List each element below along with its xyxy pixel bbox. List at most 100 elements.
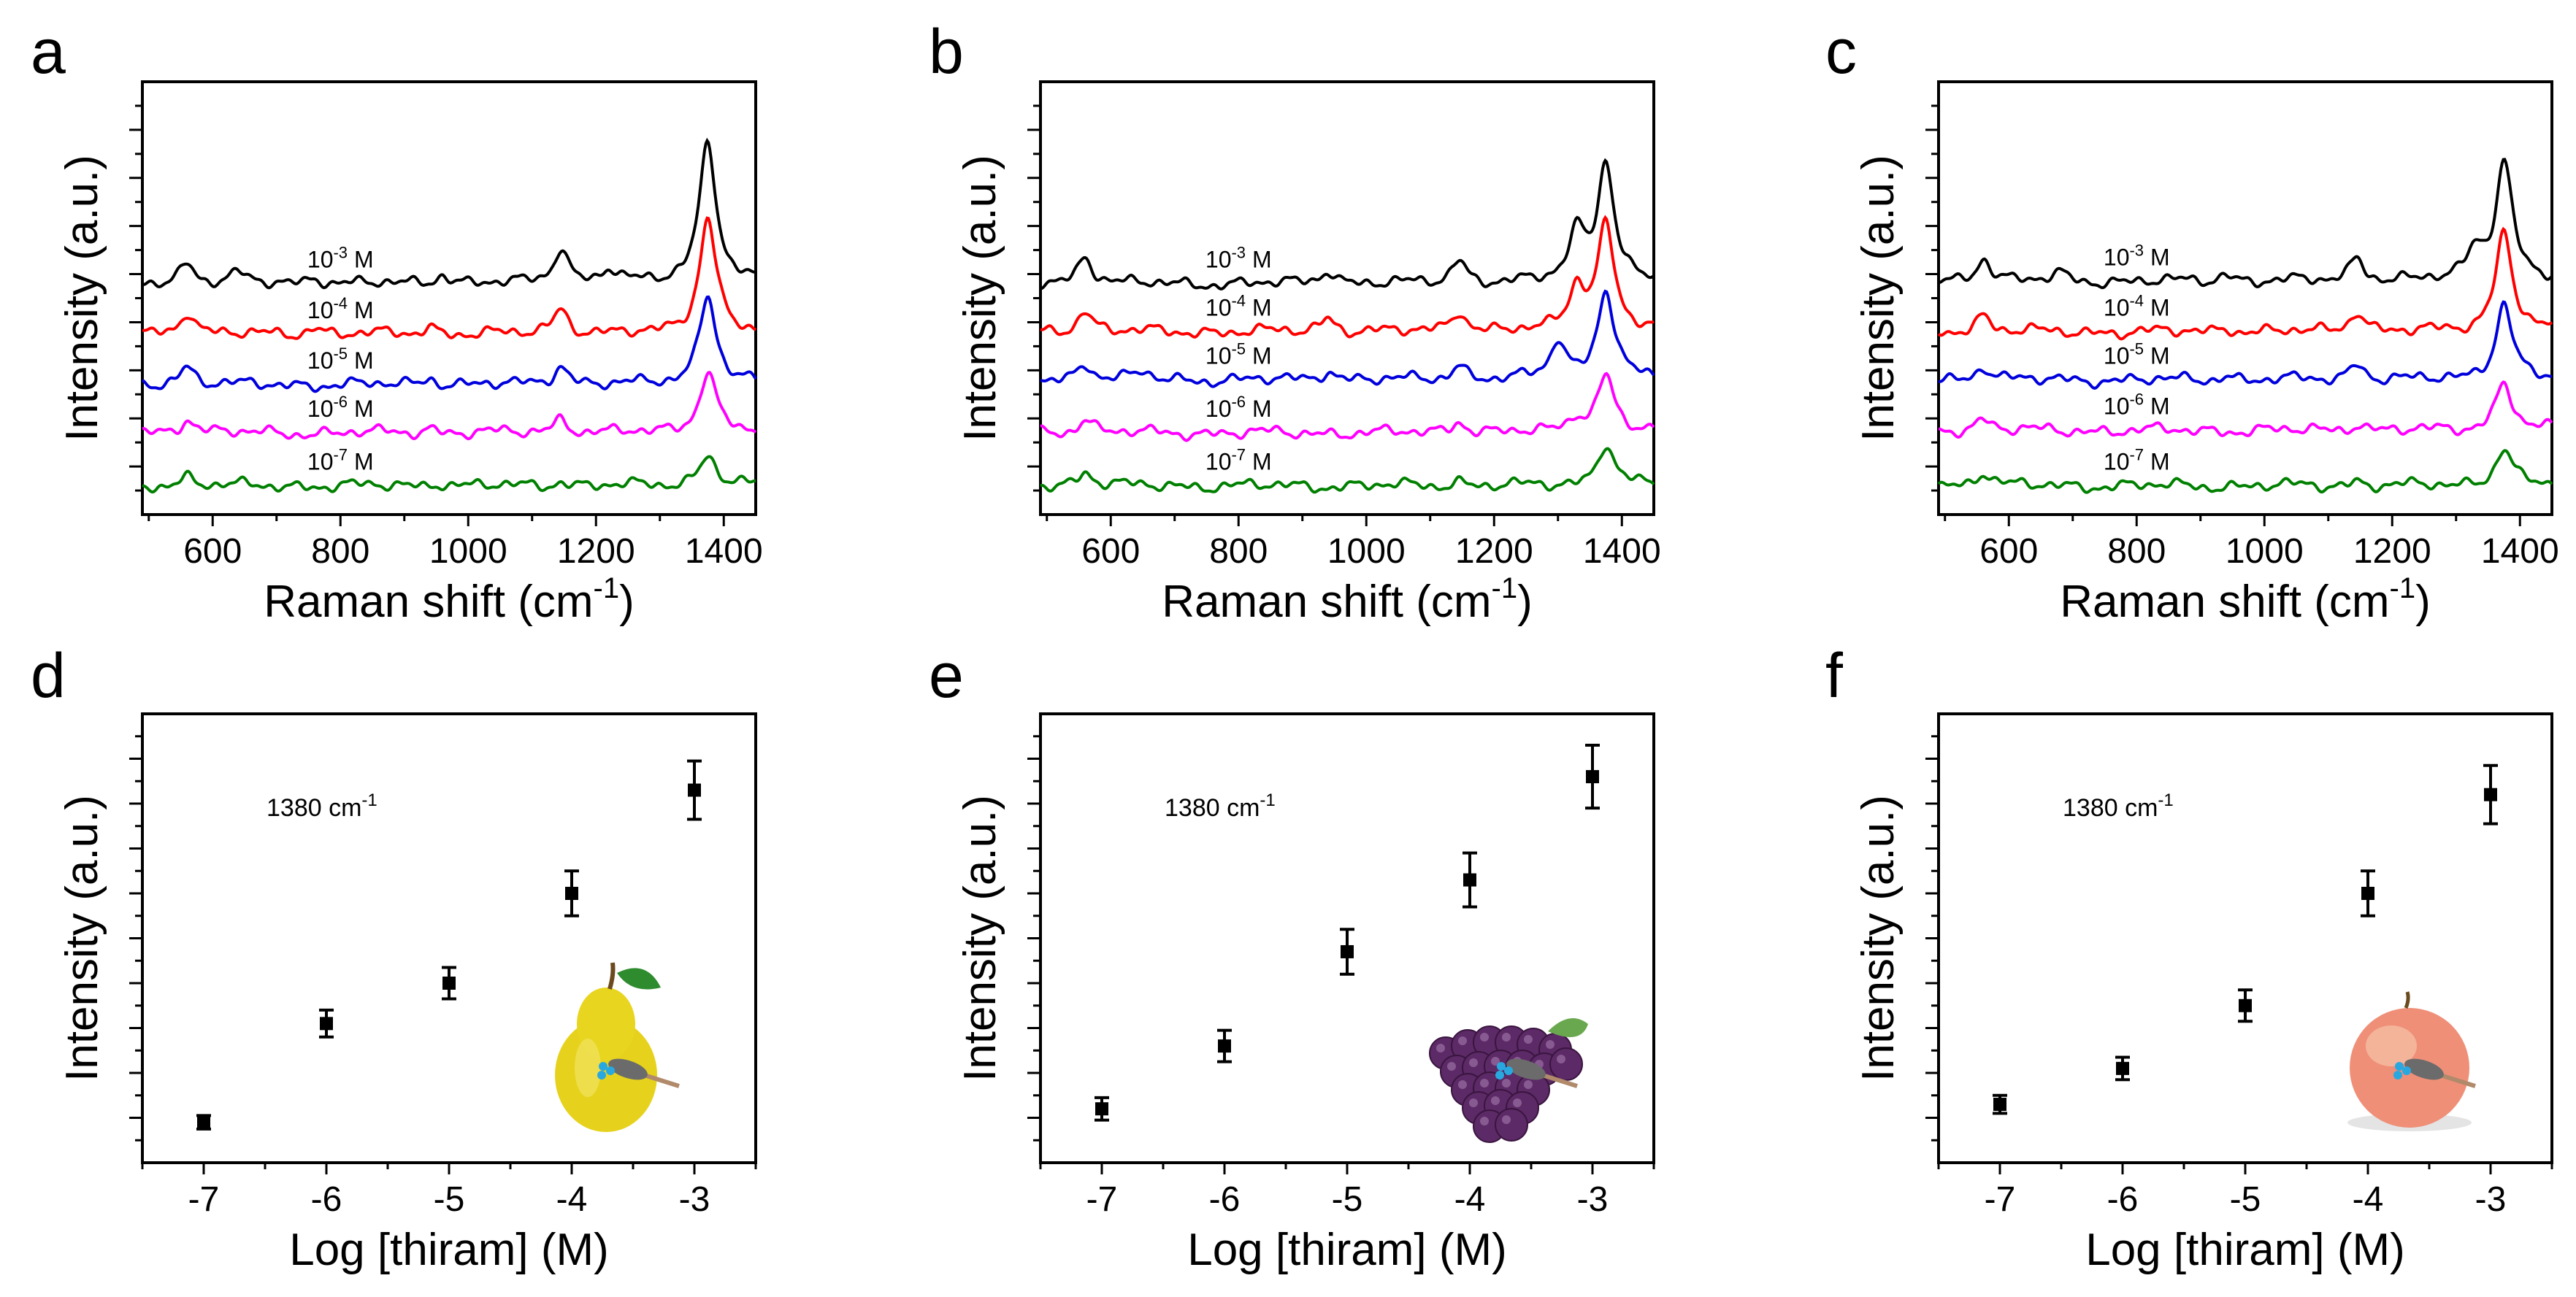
data-point — [2484, 788, 2497, 801]
series-label: 10-3 M — [2104, 241, 2170, 270]
data-point — [2116, 1061, 2129, 1075]
y-axis-title: Intensity (a.u.) — [1853, 795, 1904, 1082]
drop — [599, 1062, 607, 1071]
series-label: 10-6 M — [1205, 393, 1272, 422]
series-line — [1937, 449, 2553, 494]
x-tick-label: 1000 — [1327, 532, 1406, 571]
series-label: 10-4 M — [2104, 292, 2170, 321]
y-axis-title: Intensity (a.u.) — [955, 155, 1005, 442]
data-point — [320, 1017, 333, 1031]
panel-letter-a: a — [31, 17, 66, 87]
series-line — [142, 216, 757, 340]
data-point — [442, 977, 456, 990]
drop — [2393, 1071, 2402, 1079]
series-label: 10-7 M — [307, 445, 374, 474]
fruit-pear-image — [555, 962, 680, 1132]
data-point — [1341, 944, 1354, 958]
drop — [1497, 1062, 1506, 1071]
y-axis-title: Intensity (a.u.) — [57, 155, 107, 442]
x-tick-label: 800 — [1209, 532, 1268, 571]
panel-letter-c: c — [1825, 17, 1857, 87]
x-tick-label: 1400 — [685, 532, 763, 571]
x-tick-label: -7 — [188, 1180, 220, 1219]
x-tick-label: 1200 — [1455, 532, 1533, 571]
series-line — [1938, 158, 2553, 290]
series-line — [1938, 300, 2553, 390]
swab-head — [608, 1058, 648, 1080]
x-tick-label: 600 — [1081, 532, 1140, 571]
data-point — [2239, 998, 2252, 1012]
swab-head — [1506, 1058, 1546, 1080]
x-axis-title: Raman shift (cm-1) — [264, 572, 635, 627]
data-point — [1463, 873, 1476, 887]
y-axis-title: Intensity (a.u.) — [57, 795, 107, 1082]
plot-frame — [1937, 80, 2553, 516]
series-line — [142, 371, 757, 441]
series-label: 10-4 M — [1205, 292, 1272, 321]
series-label: 10-5 M — [1205, 340, 1272, 369]
series-label: 10-7 M — [2104, 445, 2170, 474]
series-line — [141, 295, 757, 393]
x-tick-label: -6 — [311, 1180, 342, 1219]
x-tick-label: -7 — [1985, 1180, 2016, 1219]
drop — [2402, 1066, 2411, 1075]
series-label: 10-3 M — [1205, 244, 1272, 273]
panel-letter-e: e — [929, 641, 964, 711]
x-axis-title: Log [thiram] (M) — [2085, 1225, 2405, 1275]
x-tick-label: -5 — [2230, 1180, 2261, 1219]
series-label: 10-6 M — [307, 393, 374, 422]
data-point — [197, 1115, 210, 1129]
series-line — [1040, 372, 1655, 442]
drop — [606, 1066, 615, 1075]
panel-c: c 600 800 1000 1200 1400 Intensity (a.u.) Raman… — [1825, 17, 2559, 627]
x-tick-label: 600 — [1979, 532, 2038, 571]
x-axis-title: Log [thiram] (M) — [1187, 1225, 1507, 1275]
data-point — [1095, 1102, 1108, 1116]
plot-frame — [1039, 80, 1655, 516]
panel-e: e -7 -6 -5 -4 -3 Intensity (a.u.) Log [thiram] … — [929, 641, 1655, 1275]
data-point — [565, 887, 578, 900]
panel-letter-f: f — [1825, 641, 1844, 711]
series-line — [142, 137, 756, 290]
data-point — [1993, 1098, 2006, 1112]
series-label: 10-5 M — [2104, 340, 2170, 369]
x-tick-label: -4 — [1454, 1180, 1486, 1219]
x-tick-label: -4 — [2353, 1180, 2384, 1219]
x-tick-label: 1000 — [2226, 532, 2304, 571]
panel-letter-b: b — [929, 17, 964, 87]
panel-f: f -7 -6 -5 -4 -3 Intensity (a.u.) Log [thiram] … — [1825, 641, 2553, 1275]
x-tick-label: 1200 — [557, 532, 635, 571]
data-point — [1586, 770, 1599, 784]
peak-annotation: 1380 cm-1 — [1165, 790, 1276, 822]
drop — [1495, 1071, 1504, 1079]
x-axis-title: Raman shift (cm-1) — [2060, 572, 2431, 627]
data-point — [2361, 887, 2374, 900]
series-line — [1040, 289, 1655, 388]
series-line — [1937, 226, 2553, 341]
series-line — [1040, 158, 1655, 290]
data-point — [1218, 1039, 1231, 1053]
panel-d: d -7 -6 -5 -4 -3 Intensity (a.u.) Log [thiram] … — [31, 641, 757, 1275]
x-tick-label: -3 — [1577, 1180, 1609, 1219]
data-point — [688, 783, 701, 797]
x-tick-label: -4 — [556, 1180, 588, 1219]
x-tick-label: 800 — [2107, 532, 2166, 571]
fruit-grape-image — [1429, 1018, 1588, 1143]
x-tick-label: -6 — [1209, 1180, 1241, 1219]
x-tick-label: 1400 — [2481, 532, 2559, 571]
x-tick-label: -3 — [679, 1180, 710, 1219]
plot-frame — [141, 712, 757, 1164]
panel-a: a 600 800 1000 1200 1400 Intensity (a.u.) Raman… — [31, 17, 763, 627]
drop — [2395, 1062, 2404, 1071]
panel-b: b 600 800 1000 1200 1400 Intensity (a.u.) Raman… — [929, 17, 1661, 627]
x-tick-label: -6 — [2107, 1180, 2139, 1219]
y-axis-title: Intensity (a.u.) — [955, 795, 1005, 1082]
series-line — [1938, 380, 2553, 439]
series-line — [1040, 447, 1655, 494]
series-label: 10-3 M — [307, 244, 374, 273]
series-label: 10-5 M — [307, 345, 374, 374]
peak-annotation: 1380 cm-1 — [2063, 790, 2174, 822]
y-axis-title: Intensity (a.u.) — [1853, 155, 1904, 442]
x-tick-label: 1200 — [2353, 532, 2431, 571]
